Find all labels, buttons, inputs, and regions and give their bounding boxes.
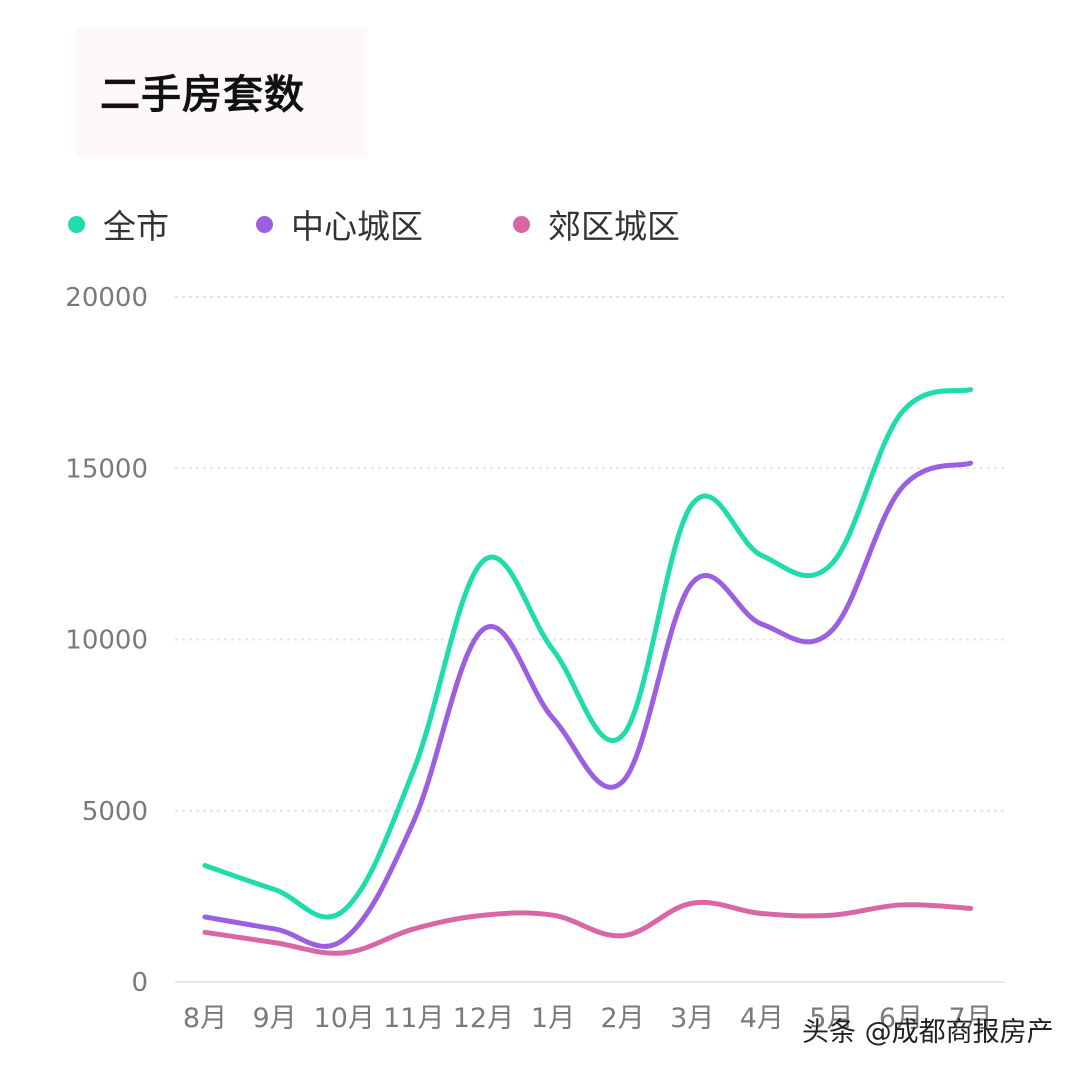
legend-item-suburban[interactable]: 郊区城区 — [513, 200, 680, 248]
x-tick-label: 9月 — [253, 1003, 297, 1034]
watermark: 头条 @成都商报房产 — [802, 1017, 1054, 1048]
y-tick-label: 15000 — [65, 454, 148, 484]
y-tick-label: 5000 — [82, 797, 148, 827]
x-tick-label: 2月 — [601, 1003, 645, 1034]
series-line-2 — [202, 899, 974, 956]
x-tick-label: 11月 — [383, 1003, 444, 1034]
x-tick-label: 1月 — [531, 1003, 575, 1034]
legend-label-central: 中心城区 — [291, 207, 423, 246]
legend-label-suburban: 郊区城区 — [548, 207, 680, 246]
legend-item-citywide[interactable]: 全市 — [68, 200, 169, 248]
legend-label-citywide: 全市 — [103, 207, 169, 246]
series-line-0 — [202, 386, 974, 920]
y-tick-label: 20000 — [65, 283, 148, 313]
legend-swatch-suburban — [513, 215, 530, 233]
chart-title: 二手房套数 — [100, 72, 305, 118]
x-tick-label: 5月 — [809, 1003, 853, 1034]
legend-swatch-central — [256, 215, 273, 233]
x-tick-label: 8月 — [183, 1003, 227, 1034]
y-tick-label: 10000 — [65, 626, 148, 656]
x-tick-label: 10月 — [314, 1003, 375, 1034]
x-tick-label: 4月 — [740, 1003, 784, 1034]
x-tick-label: 7月 — [949, 1003, 993, 1034]
legend-item-central[interactable]: 中心城区 — [256, 200, 423, 248]
title-background — [75, 28, 367, 156]
x-tick-label: 3月 — [670, 1003, 714, 1034]
legend-swatch-citywide — [68, 215, 85, 233]
x-tick-label: 12月 — [453, 1003, 514, 1034]
x-tick-label: 6月 — [879, 1003, 923, 1034]
y-tick-label: 0 — [131, 968, 148, 998]
series-line-1 — [202, 460, 974, 949]
